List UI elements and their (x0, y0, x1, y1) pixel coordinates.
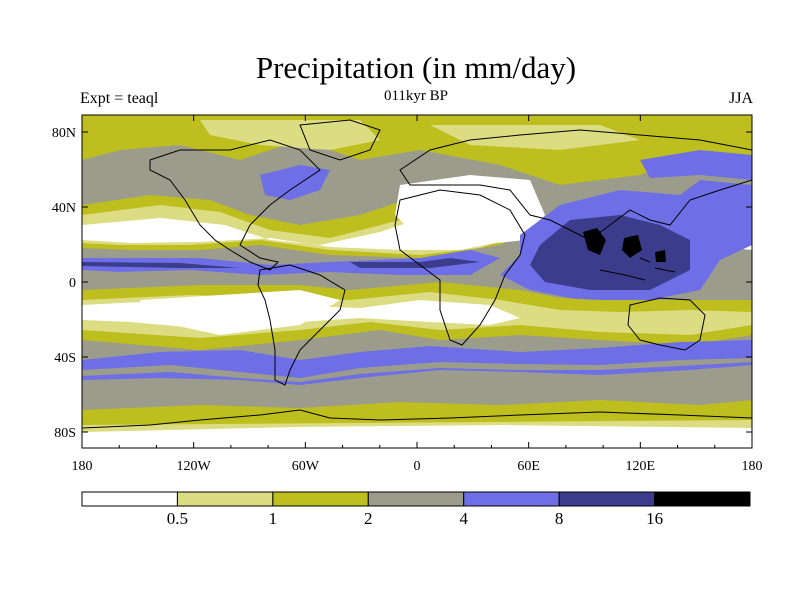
x-tick-label: 0 (414, 459, 421, 474)
antarctica-coast (82, 409, 752, 429)
africa-coast (394, 189, 526, 346)
colorbar-label: 8 (555, 509, 564, 528)
australia-coast (627, 297, 706, 351)
south-america-coast (257, 264, 346, 386)
colorbar-segment (463, 491, 560, 507)
colorbar-label: 2 (364, 509, 373, 528)
southern-storm-track-light (82, 358, 752, 382)
x-tick-label: 120E (626, 459, 656, 474)
itcz-pacific (82, 250, 500, 275)
colorbar-segment (176, 491, 274, 507)
x-tick-label: 60W (292, 459, 320, 474)
colorbar-segment (558, 491, 656, 507)
map-title: Precipitation (in mm/day) (255, 50, 577, 85)
antarctic-white (82, 425, 752, 448)
south-pacific-white (140, 290, 340, 335)
north-dry-belt-white (82, 212, 510, 250)
greenland-coast (299, 119, 381, 161)
monsoon-core-2 (622, 235, 642, 258)
x-tick-label: 180 (742, 459, 763, 474)
colorbar-segment (272, 491, 369, 507)
x-tick-label: 60E (517, 459, 540, 474)
north-atlantic-track (260, 165, 330, 200)
indonesia-coast (599, 257, 676, 281)
monsoon-dark (530, 215, 690, 290)
arctic-light-band-2 (430, 125, 640, 150)
colorbar-segment (81, 491, 178, 507)
monsoon-core-1 (583, 228, 606, 255)
colorbar-segment (654, 491, 751, 507)
colorbar-label: 4 (459, 509, 468, 528)
colorbar: 0.5 1 2 4 8 16 (81, 491, 751, 528)
colorbar-label: 0.5 (167, 509, 188, 528)
itcz-atlantic-dark (350, 258, 480, 268)
y-tick-label: 80N (52, 126, 76, 141)
north-pacific-track (640, 150, 752, 180)
x-tick-label: 120W (177, 459, 212, 474)
arctic-light-band (200, 120, 380, 150)
coastlines (82, 119, 752, 429)
sahara-white (395, 175, 545, 246)
y-tick-label: 40S (54, 351, 76, 366)
eurasia-coast (399, 129, 752, 241)
colorbar-label: 1 (269, 509, 278, 528)
season-label: JJA (728, 90, 753, 107)
y-tick-label: 80S (54, 426, 76, 441)
experiment-label: Expt = teaql (80, 90, 159, 107)
north-america-coast (149, 139, 321, 271)
itcz-pacific-dark (82, 262, 240, 268)
map-field (82, 115, 752, 448)
y-axis: 80N 40N 0 40S 80S (52, 126, 752, 441)
colorbar-segment (367, 491, 465, 507)
y-tick-label: 0 (69, 276, 76, 291)
y-tick-label: 40N (52, 201, 76, 216)
period-label: 011kyr BP (383, 88, 449, 104)
x-tick-label: 180 (72, 459, 93, 474)
monsoon-core-3 (655, 250, 666, 262)
x-axis: 180 120W 60W 0 60E 120E 180 (72, 115, 763, 474)
colorbar-label: 16 (646, 509, 663, 528)
